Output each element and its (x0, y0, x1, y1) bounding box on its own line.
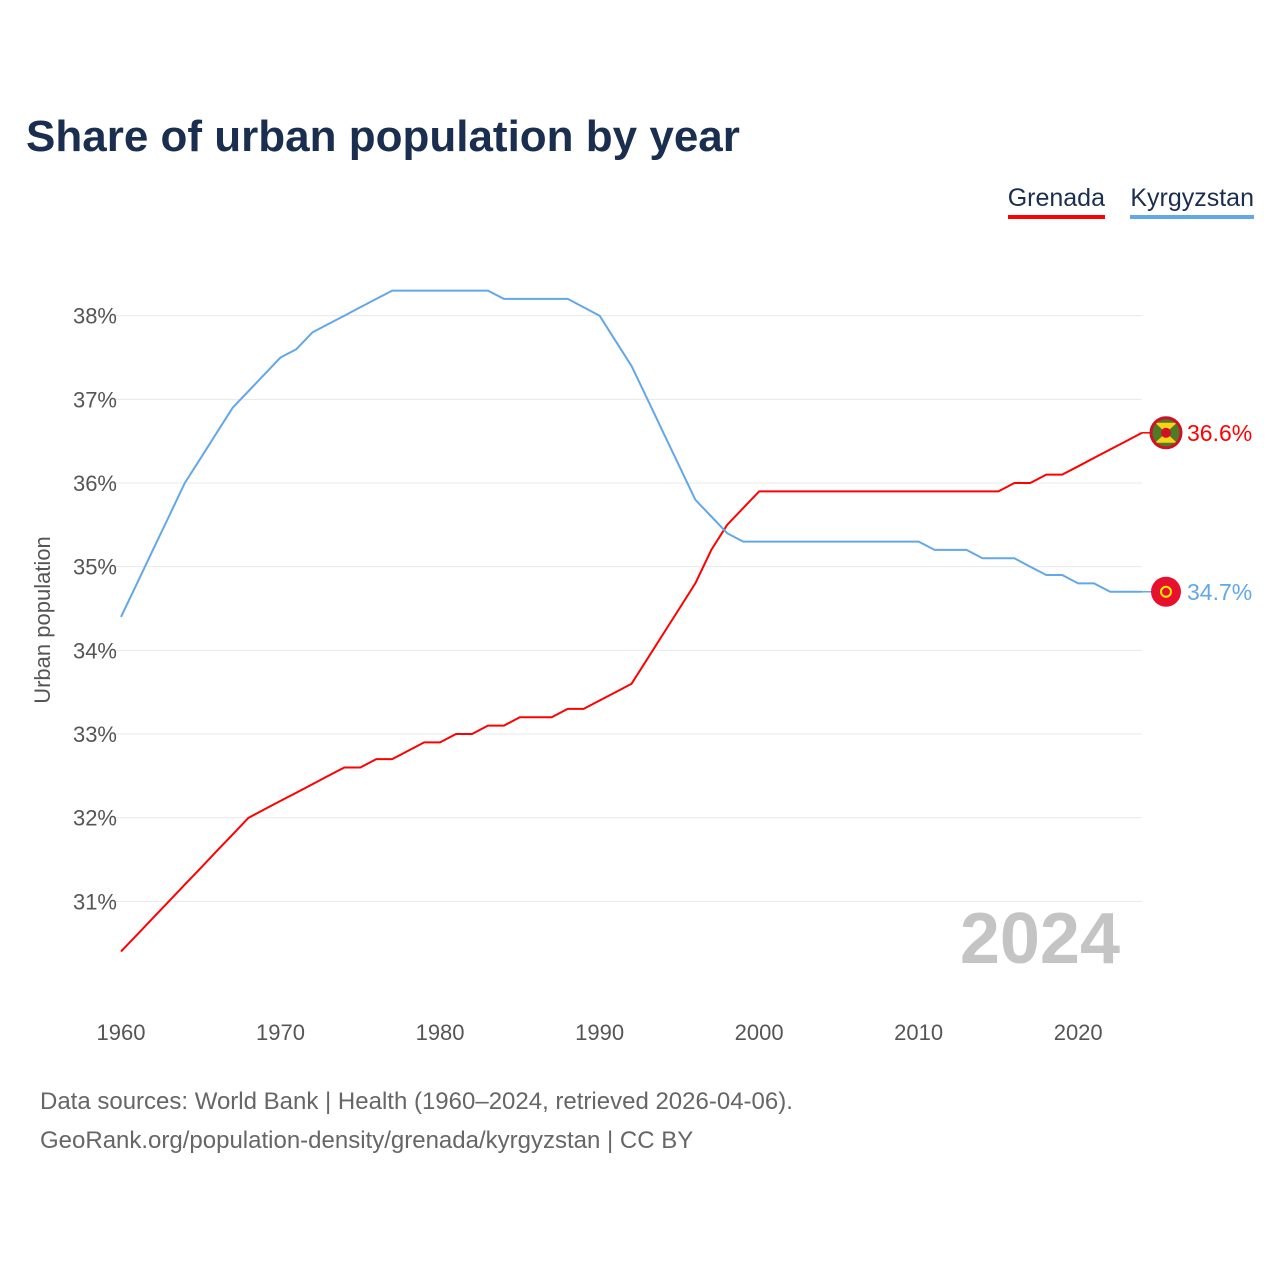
year-watermark: 2024 (960, 899, 1120, 979)
series-line-kyrgyzstan (120, 289, 1142, 618)
footer-sources: Data sources: World Bank | Health (1960–… (40, 1088, 793, 1115)
x-tick-label: 2000 (735, 1020, 784, 1045)
chart-title: Share of urban population by year (26, 112, 740, 161)
footer-attribution[interactable]: GeoRank.org/population-density/grenada/k… (40, 1127, 694, 1154)
x-tick-label: 1990 (575, 1020, 624, 1045)
y-tick-label: 35% (73, 555, 117, 580)
end-value-label: 34.7% (1187, 579, 1252, 605)
y-tick-label: 33% (73, 722, 117, 747)
y-axis-label: Urban population (30, 536, 55, 704)
grenada-flag-icon (1161, 427, 1171, 438)
legend-kyrgyzstan[interactable]: Kyrgyzstan (1130, 184, 1254, 219)
x-tick-label: 1960 (97, 1020, 146, 1045)
x-tick-label: 1970 (256, 1020, 305, 1045)
y-tick-label: 32% (73, 806, 117, 831)
x-tick-label: 1980 (416, 1020, 465, 1045)
x-tick-label: 2010 (894, 1020, 943, 1045)
y-tick-label: 36% (73, 471, 117, 496)
y-tick-label: 37% (73, 387, 117, 412)
x-tick-label: 2020 (1054, 1020, 1103, 1045)
grenada-flag-icon (1149, 416, 1183, 450)
y-tick-label: 34% (73, 638, 117, 663)
legend-grenada[interactable]: Grenada (1007, 184, 1105, 219)
kyrgyzstan-flag-icon (1160, 585, 1172, 598)
y-tick-label: 38% (73, 304, 117, 329)
series-line-grenada (120, 431, 1143, 953)
y-tick-label: 31% (73, 889, 117, 914)
kyrgyzstan-flag-icon (1151, 576, 1181, 607)
end-value-label: 36.6% (1187, 420, 1252, 446)
